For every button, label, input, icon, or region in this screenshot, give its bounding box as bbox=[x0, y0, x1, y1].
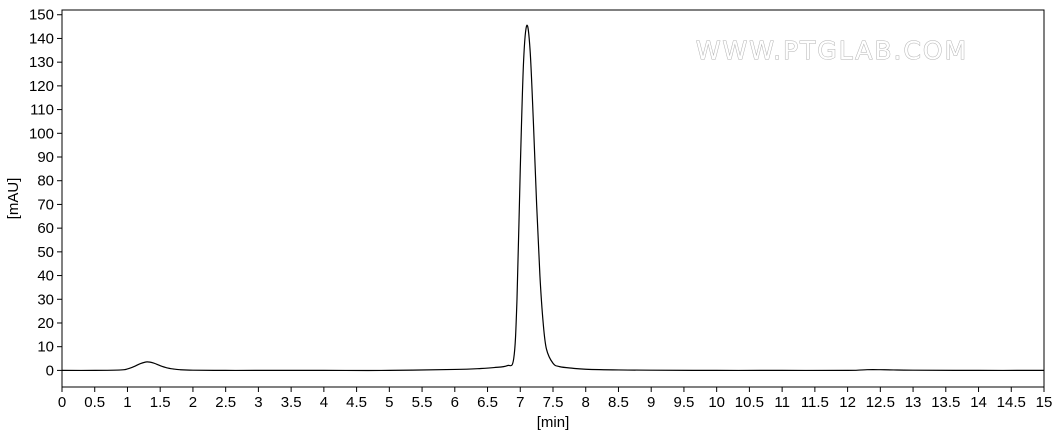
x-tick-label: 0 bbox=[58, 394, 66, 411]
x-tick-label: 5 bbox=[385, 394, 393, 411]
x-tick-label: 3 bbox=[254, 394, 262, 411]
x-tick-label: 7.5 bbox=[543, 394, 564, 411]
x-tick-label: 0.5 bbox=[84, 394, 105, 411]
y-tick-label: 70 bbox=[37, 196, 54, 213]
x-tick-label: 3.5 bbox=[281, 394, 302, 411]
x-tick-label: 12.5 bbox=[866, 394, 895, 411]
y-tick-label: 0 bbox=[46, 362, 54, 379]
y-tick-label: 140 bbox=[29, 30, 54, 47]
x-tick-label: 14 bbox=[970, 394, 987, 411]
x-tick-label: 13.5 bbox=[931, 394, 960, 411]
y-tick-label: 150 bbox=[29, 7, 54, 24]
y-tick-label: 90 bbox=[37, 149, 54, 166]
y-tick-label: 50 bbox=[37, 244, 54, 261]
watermark-text: WWW.PTGLAB.COM bbox=[696, 36, 968, 65]
x-tick-label: 1.5 bbox=[150, 394, 171, 411]
y-tick-label: 30 bbox=[37, 291, 54, 308]
x-tick-label: 2 bbox=[189, 394, 197, 411]
y-tick-label: 110 bbox=[30, 102, 54, 119]
y-tick-label: 120 bbox=[29, 78, 54, 95]
x-tick-label: 12 bbox=[839, 394, 856, 411]
y-tick-label: 130 bbox=[29, 54, 54, 71]
x-tick-label: 4.5 bbox=[346, 394, 367, 411]
x-tick-label: 6.5 bbox=[477, 394, 498, 411]
x-tick-label: 6 bbox=[451, 394, 459, 411]
y-tick-label: 60 bbox=[37, 220, 54, 237]
x-tick-label: 11 bbox=[774, 394, 790, 411]
x-tick-label: 8 bbox=[582, 394, 590, 411]
x-tick-label: 11.5 bbox=[801, 394, 829, 411]
y-tick-label: 100 bbox=[29, 125, 54, 142]
x-tick-label: 10.5 bbox=[735, 394, 764, 411]
x-tick-label: 15 bbox=[1036, 394, 1053, 411]
y-tick-label: 40 bbox=[37, 268, 54, 285]
x-tick-label: 14.5 bbox=[997, 394, 1026, 411]
x-tick-label: 2.5 bbox=[215, 394, 236, 411]
y-tick-label: 20 bbox=[37, 315, 54, 332]
y-axis-title: [mAU] bbox=[5, 178, 22, 220]
x-tick-label: 10 bbox=[708, 394, 725, 411]
x-tick-label: 7 bbox=[516, 394, 524, 411]
x-axis-title: [min] bbox=[537, 414, 570, 431]
x-tick-label: 9.5 bbox=[674, 394, 695, 411]
x-tick-label: 4 bbox=[320, 394, 328, 411]
x-tick-label: 9 bbox=[647, 394, 655, 411]
y-tick-label: 10 bbox=[37, 339, 54, 356]
x-tick-label: 1 bbox=[123, 394, 131, 411]
x-tick-label: 5.5 bbox=[412, 394, 433, 411]
chromatogram-trace bbox=[61, 24, 1045, 372]
x-tick-label: 13 bbox=[905, 394, 922, 411]
x-tick-label: 8.5 bbox=[608, 394, 629, 411]
plot-frame bbox=[61, 9, 1045, 388]
y-tick-label: 80 bbox=[37, 173, 54, 190]
